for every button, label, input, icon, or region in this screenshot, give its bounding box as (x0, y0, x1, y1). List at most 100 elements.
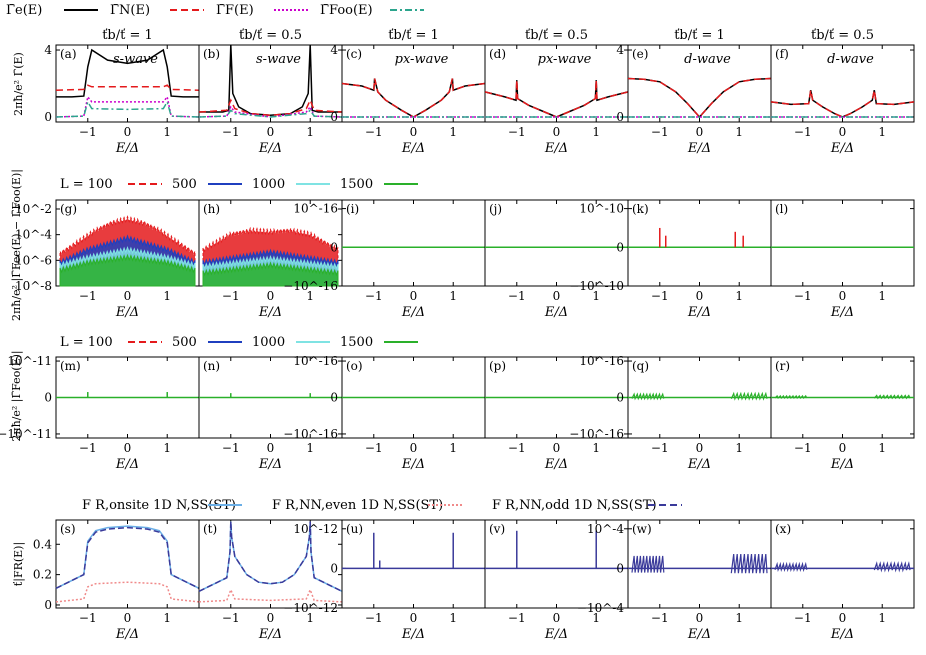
panel-label: (g) (60, 202, 77, 216)
x-tick-label: −1 (508, 125, 526, 139)
panel-x: −1 0 1 E/Δ (x) (770, 519, 915, 642)
panel-label: (p) (489, 359, 506, 373)
x-tick-label: 1 (306, 289, 314, 303)
x-tick-label: −1 (508, 611, 526, 625)
x-tick-label: 1 (878, 289, 886, 303)
panel-label: (s) (60, 522, 76, 536)
series-n-e (627, 77, 772, 119)
x-axis-label: E/Δ (401, 627, 425, 642)
legend-label: Γ̄N(E) (110, 3, 150, 18)
x-tick-label: 1 (878, 441, 886, 455)
legend-L-row2: L = 100 500 1000 1500 (60, 177, 418, 192)
x-tick-label: −1 (222, 611, 240, 625)
wave-label: s-wave (113, 52, 158, 67)
panel-r: −1 0 1 E/Δ (r) (770, 356, 915, 472)
panel-k: −1 0 1 E/Δ (k) 10^-10 0 −10^-10 (569, 199, 914, 320)
panel-j: −1 0 1 E/Δ (j) (484, 199, 629, 320)
x-tick-label: −1 (365, 611, 383, 625)
y-tick-label: 10^-16 (293, 354, 338, 368)
x-tick-label: 1 (449, 611, 457, 625)
x-tick-label: −1 (508, 289, 526, 303)
x-axis-label: E/Δ (401, 457, 425, 472)
x-tick-label: 1 (163, 611, 171, 625)
column-title: ťb/ť = 0.5 (239, 28, 302, 43)
x-tick-label: 1 (449, 125, 457, 139)
x-tick-label: 0 (267, 441, 275, 455)
panel-label: (q) (632, 359, 649, 373)
y-tick-label: 0.4 (33, 537, 52, 551)
panel-s: −1 0 1 E/Δ (s) 0.4 0.2 0 (33, 519, 342, 642)
panel-label: (u) (346, 522, 363, 536)
panel-m: −1 0 1 E/Δ (m) 10^-11 0 −10^-11 (0, 354, 342, 472)
x-tick-label: 1 (592, 611, 600, 625)
column-title: ťb/ť = 0.5 (811, 28, 874, 43)
x-axis-label: E/Δ (115, 305, 139, 320)
panel-t: −1 0 1 E/Δ (t) (198, 519, 343, 642)
panel-a: −1 0 1 E/Δ (a) ťb/ť = 1 s-wave 0 4 (44, 28, 342, 156)
legend-F: F R,onsite 1D N,SS(ST) F R,NN,even 1D N,S… (82, 498, 682, 513)
series-f-e (55, 95, 200, 118)
y-tick-label: 10^-2 (15, 202, 52, 216)
legend-L-row3: L = 100 500 1000 1500 (60, 335, 418, 350)
x-axis-label: E/Δ (544, 305, 568, 320)
y-tick-label: 0 (44, 598, 52, 612)
x-tick-label: −1 (79, 611, 97, 625)
legend-label: F R,NN,odd 1D N,SS(ST) (492, 498, 657, 513)
series-all-l-noise (730, 391, 768, 401)
x-axis-label: E/Δ (401, 305, 425, 320)
x-tick-label: 0 (410, 289, 418, 303)
y-tick-label: 10^-6 (15, 253, 52, 267)
x-axis-label: E/Δ (258, 627, 282, 642)
y-axis-label-row4: ť|FR(E)| (12, 542, 26, 586)
legend-label: L = 100 (60, 177, 113, 192)
legend-label: F R,NN,even 1D N,SS(ST) (272, 498, 443, 513)
series-e-e (484, 80, 629, 118)
x-tick-label: 0 (267, 289, 275, 303)
legends: Γ̄e(E) Γ̄N(E) Γ̄F(E) Γ̄Foo(E)L = 100 500 1000… (6, 3, 682, 513)
column-title: ťb/ť = 0.5 (525, 28, 588, 43)
series-e-e (341, 78, 486, 118)
y-tick-label: 0 (616, 240, 624, 254)
legend-label: 1000 (252, 177, 285, 192)
series-n-e (198, 98, 343, 117)
x-tick-label: 0 (839, 125, 847, 139)
x-tick-label: 0 (410, 125, 418, 139)
y-tick-label: 10^-4 (15, 228, 52, 242)
panel-c: −1 0 1 E/Δ (c) ťb/ť = 1 px-wave 0 4 (330, 28, 628, 156)
x-tick-label: 1 (449, 441, 457, 455)
y-axis-label-row2: 2πħ/e² |Γ̄Fee(E) − Γ̄Foo(E)| (10, 169, 24, 321)
x-tick-label: 1 (592, 441, 600, 455)
x-tick-label: −1 (222, 125, 240, 139)
panel-frame (55, 519, 200, 609)
x-axis-label: E/Δ (830, 457, 854, 472)
panel-label: (l) (775, 202, 788, 216)
series-all-l-noise (774, 394, 808, 400)
series-e-e (627, 77, 772, 119)
series-f-r-onsite (55, 525, 200, 589)
panel-label: (f) (775, 47, 789, 61)
x-axis-label: E/Δ (401, 141, 425, 156)
x-axis-label: E/Δ (258, 457, 282, 472)
x-axis-label: E/Δ (544, 141, 568, 156)
x-tick-label: −1 (79, 289, 97, 303)
column-title: ťb/ť = 1 (102, 28, 153, 43)
series-n-e (484, 80, 629, 118)
legend-label: Γ̄e(E) (6, 3, 42, 18)
panel-label: (h) (203, 202, 220, 216)
x-tick-label: 0 (553, 289, 561, 303)
panel-g: −1 0 1 E/Δ (g) 10^-2 10^-4 10^-6 10^-8 (15, 199, 342, 320)
panel-label: (i) (346, 202, 359, 216)
x-tick-label: 1 (735, 125, 743, 139)
x-tick-label: −1 (365, 289, 383, 303)
y-tick-label: 0 (330, 391, 338, 405)
panel-label: (b) (203, 47, 220, 61)
legend-label: Γ̄Foo(E) (320, 3, 373, 18)
panel-h: −1 0 1 E/Δ (h) (198, 199, 343, 320)
wave-label: s-wave (256, 52, 301, 67)
panel-f: −1 0 1 E/Δ (f) ťb/ť = 0.5 d-wave (770, 28, 915, 156)
y-tick-label: 0 (616, 561, 624, 575)
legend-top: Γ̄e(E) Γ̄N(E) Γ̄F(E) Γ̄Foo(E) (6, 3, 424, 18)
panel-label: (e) (632, 47, 648, 61)
y-axis-label-row3: 2πħ/e² |Γ̄Feo(E)| (10, 350, 24, 441)
x-tick-label: 0 (124, 441, 132, 455)
